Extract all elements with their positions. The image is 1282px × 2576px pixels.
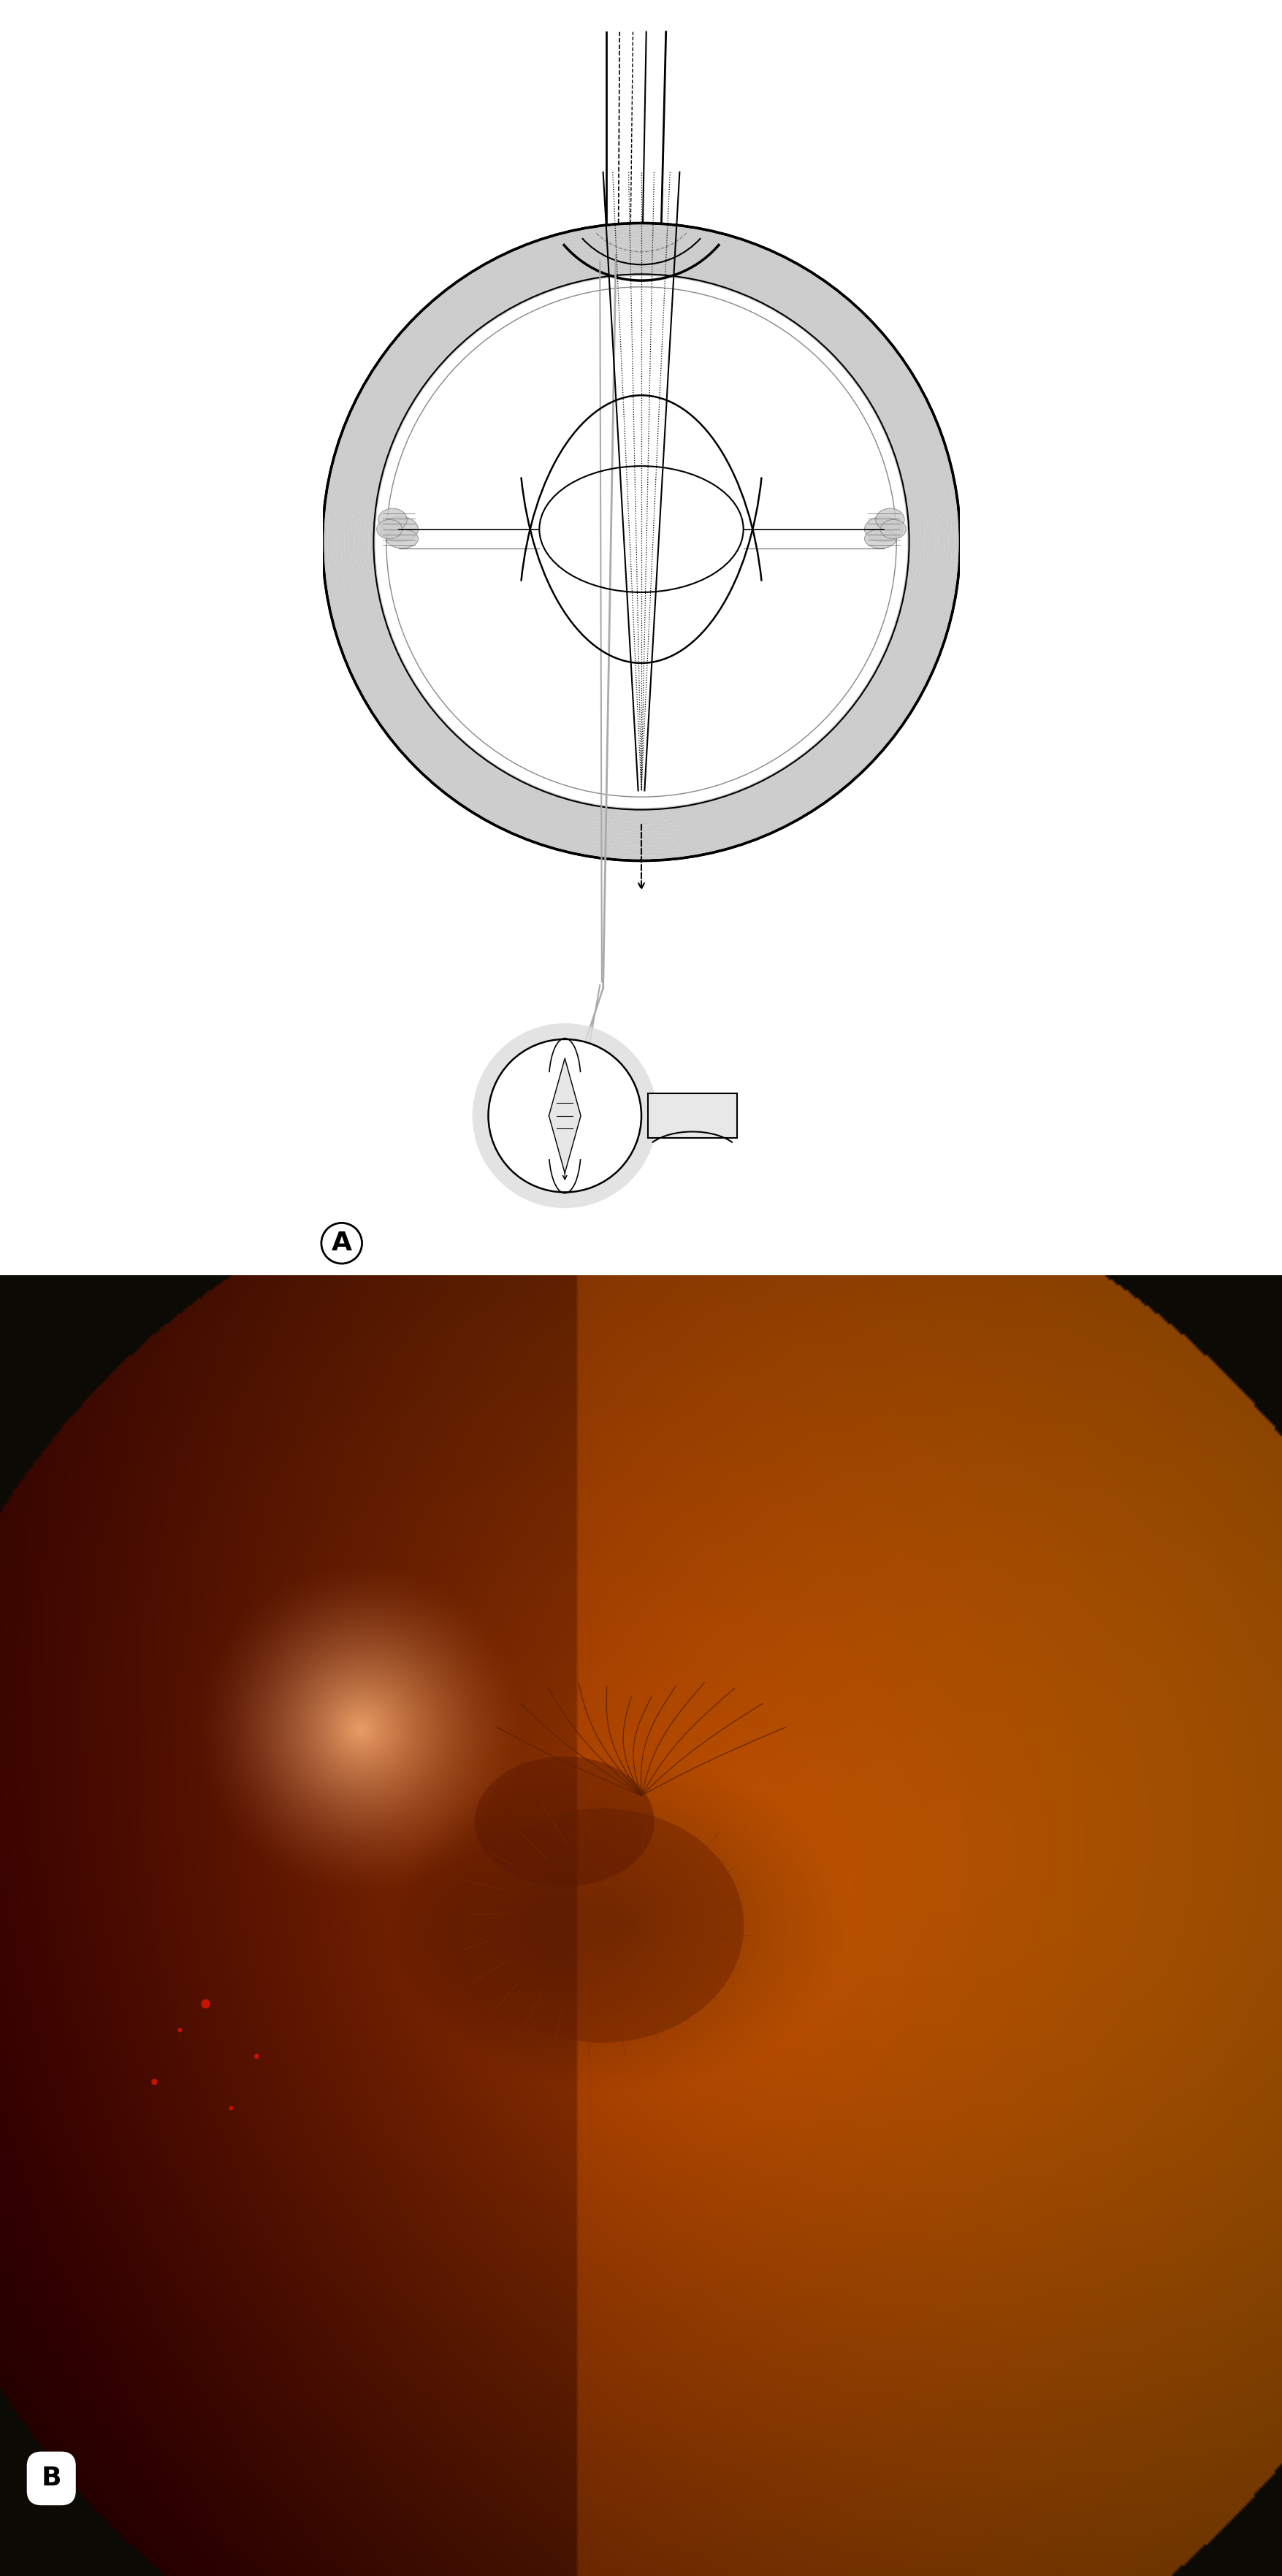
Ellipse shape [876,507,904,531]
Ellipse shape [386,528,418,549]
Polygon shape [549,1059,581,1172]
Circle shape [322,224,960,860]
Ellipse shape [462,1808,744,2043]
Text: B: B [41,2465,62,2491]
Circle shape [472,1023,656,1208]
Ellipse shape [864,515,903,541]
Ellipse shape [377,520,403,538]
Circle shape [488,1038,641,1193]
Ellipse shape [378,507,406,531]
Bar [647,1092,737,1139]
Ellipse shape [879,520,905,538]
Text: A: A [331,1231,351,1255]
Ellipse shape [474,1757,654,1886]
Ellipse shape [864,528,896,549]
Ellipse shape [379,515,418,541]
